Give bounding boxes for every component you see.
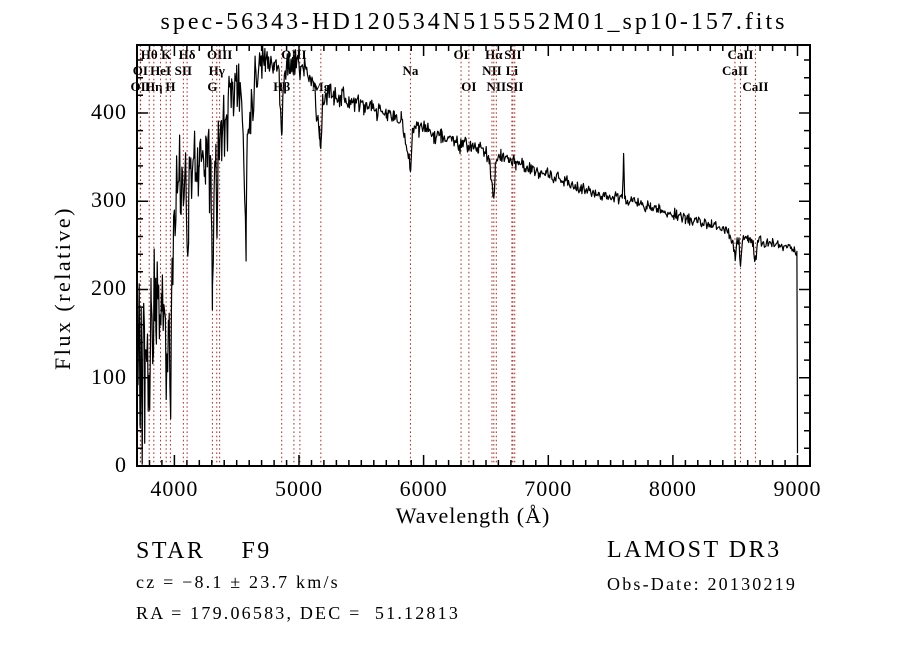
spectral-line-label: SII [506,79,524,94]
spectral-line-label: H [165,79,176,94]
axis-ticks [138,46,809,465]
plot-frame [136,44,811,467]
spectral-line-label: NII [486,79,507,94]
spectral-line-label: OII [130,79,151,94]
spectral-line-label: OI [461,79,477,94]
spectral-line-label: Hβ [273,79,291,94]
spectral-line-label: G [207,79,218,94]
spectrum-curve [137,45,799,465]
spectral-line-label: CaII [742,79,769,94]
spectral-line-label: Mg [311,79,331,94]
page-title: spec-56343-HD120534N515552M01_sp10-157.f… [160,9,788,35]
